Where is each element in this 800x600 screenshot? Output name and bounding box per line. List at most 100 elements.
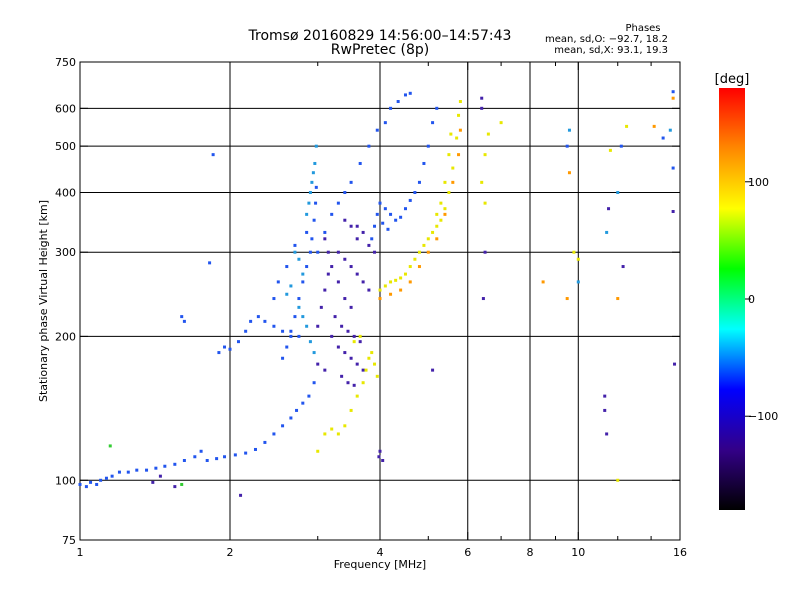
data-point bbox=[281, 356, 285, 360]
data-point bbox=[239, 493, 243, 497]
data-point bbox=[605, 230, 609, 234]
data-point bbox=[370, 237, 374, 241]
data-point bbox=[285, 345, 289, 349]
data-point bbox=[199, 449, 203, 453]
data-point bbox=[223, 455, 227, 459]
data-point bbox=[377, 455, 381, 459]
phase-stats-x: mean, sd,X: 93.1, 19.3 bbox=[554, 45, 668, 56]
data-point bbox=[603, 408, 607, 412]
data-point bbox=[272, 432, 276, 436]
data-point bbox=[567, 128, 571, 132]
data-point bbox=[223, 345, 227, 349]
data-point bbox=[367, 356, 371, 360]
data-point bbox=[399, 276, 403, 280]
data-point bbox=[389, 106, 393, 110]
data-point bbox=[443, 180, 447, 184]
phase-stats-title: Phases bbox=[625, 23, 660, 34]
data-point bbox=[381, 458, 385, 462]
data-point bbox=[336, 201, 340, 205]
data-point bbox=[370, 351, 374, 355]
data-point bbox=[480, 106, 484, 110]
data-point bbox=[417, 180, 421, 184]
data-point bbox=[576, 280, 580, 284]
data-point bbox=[447, 153, 451, 157]
data-point bbox=[671, 90, 675, 94]
data-point bbox=[408, 91, 412, 95]
data-point bbox=[293, 243, 297, 247]
data-point bbox=[358, 334, 362, 338]
data-point bbox=[311, 171, 315, 175]
data-point bbox=[217, 351, 221, 355]
data-point bbox=[403, 272, 407, 276]
data-point bbox=[346, 381, 350, 385]
data-point bbox=[361, 230, 365, 234]
data-point bbox=[652, 124, 656, 128]
data-point bbox=[364, 368, 368, 372]
y-axis-ticks: 75 100 200 300 400 500 600 750 bbox=[55, 56, 680, 547]
data-point bbox=[394, 218, 398, 222]
data-point bbox=[330, 212, 334, 216]
data-point bbox=[272, 297, 276, 301]
data-point bbox=[673, 362, 677, 366]
data-point bbox=[457, 153, 461, 157]
data-point bbox=[361, 368, 365, 372]
data-point bbox=[349, 356, 353, 360]
data-point bbox=[378, 288, 382, 292]
data-point bbox=[426, 144, 430, 148]
x-tick-label: 10 bbox=[571, 546, 585, 559]
data-point bbox=[449, 132, 453, 136]
data-point bbox=[565, 297, 569, 301]
data-point bbox=[352, 340, 356, 344]
data-point bbox=[297, 257, 301, 261]
data-point bbox=[316, 250, 320, 254]
data-point bbox=[355, 362, 359, 366]
data-point bbox=[208, 261, 212, 265]
data-point bbox=[297, 297, 301, 301]
data-point bbox=[451, 180, 455, 184]
data-point bbox=[244, 451, 248, 455]
data-point bbox=[567, 171, 571, 175]
data-point bbox=[78, 482, 82, 486]
data-point bbox=[352, 383, 356, 387]
data-point bbox=[313, 161, 317, 165]
data-point bbox=[285, 292, 289, 296]
data-point bbox=[173, 462, 177, 466]
data-point bbox=[480, 96, 484, 100]
data-point bbox=[408, 265, 412, 269]
data-point bbox=[403, 207, 407, 211]
data-point bbox=[483, 250, 487, 254]
data-point bbox=[435, 212, 439, 216]
data-point bbox=[276, 280, 280, 284]
data-point bbox=[483, 153, 487, 157]
data-point bbox=[358, 161, 362, 165]
data-point bbox=[394, 278, 398, 282]
data-point bbox=[193, 455, 197, 459]
data-point bbox=[386, 227, 390, 231]
x-tick-label: 6 bbox=[464, 546, 471, 559]
y-tick-label: 100 bbox=[55, 474, 76, 487]
data-point bbox=[312, 218, 316, 222]
data-point bbox=[297, 334, 301, 338]
data-point bbox=[381, 221, 385, 225]
colorbar-tick-label: −100 bbox=[748, 410, 778, 423]
colorbar bbox=[719, 88, 745, 510]
data-point bbox=[340, 374, 344, 378]
data-point bbox=[244, 329, 248, 333]
data-point bbox=[314, 201, 318, 205]
data-point bbox=[361, 381, 365, 385]
data-point bbox=[375, 212, 379, 216]
data-point bbox=[607, 207, 611, 211]
data-point bbox=[439, 201, 443, 205]
colorbar-tick-label: 0 bbox=[748, 293, 755, 306]
data-point bbox=[126, 470, 130, 474]
data-point bbox=[256, 315, 260, 319]
data-point bbox=[373, 224, 377, 228]
data-point bbox=[431, 121, 435, 125]
x-tick-label: 16 bbox=[673, 546, 687, 559]
x-tick-label: 1 bbox=[77, 546, 84, 559]
data-point bbox=[305, 324, 309, 328]
data-point bbox=[499, 121, 503, 125]
data-point bbox=[158, 474, 162, 478]
data-point bbox=[215, 457, 219, 461]
data-point bbox=[323, 368, 327, 372]
